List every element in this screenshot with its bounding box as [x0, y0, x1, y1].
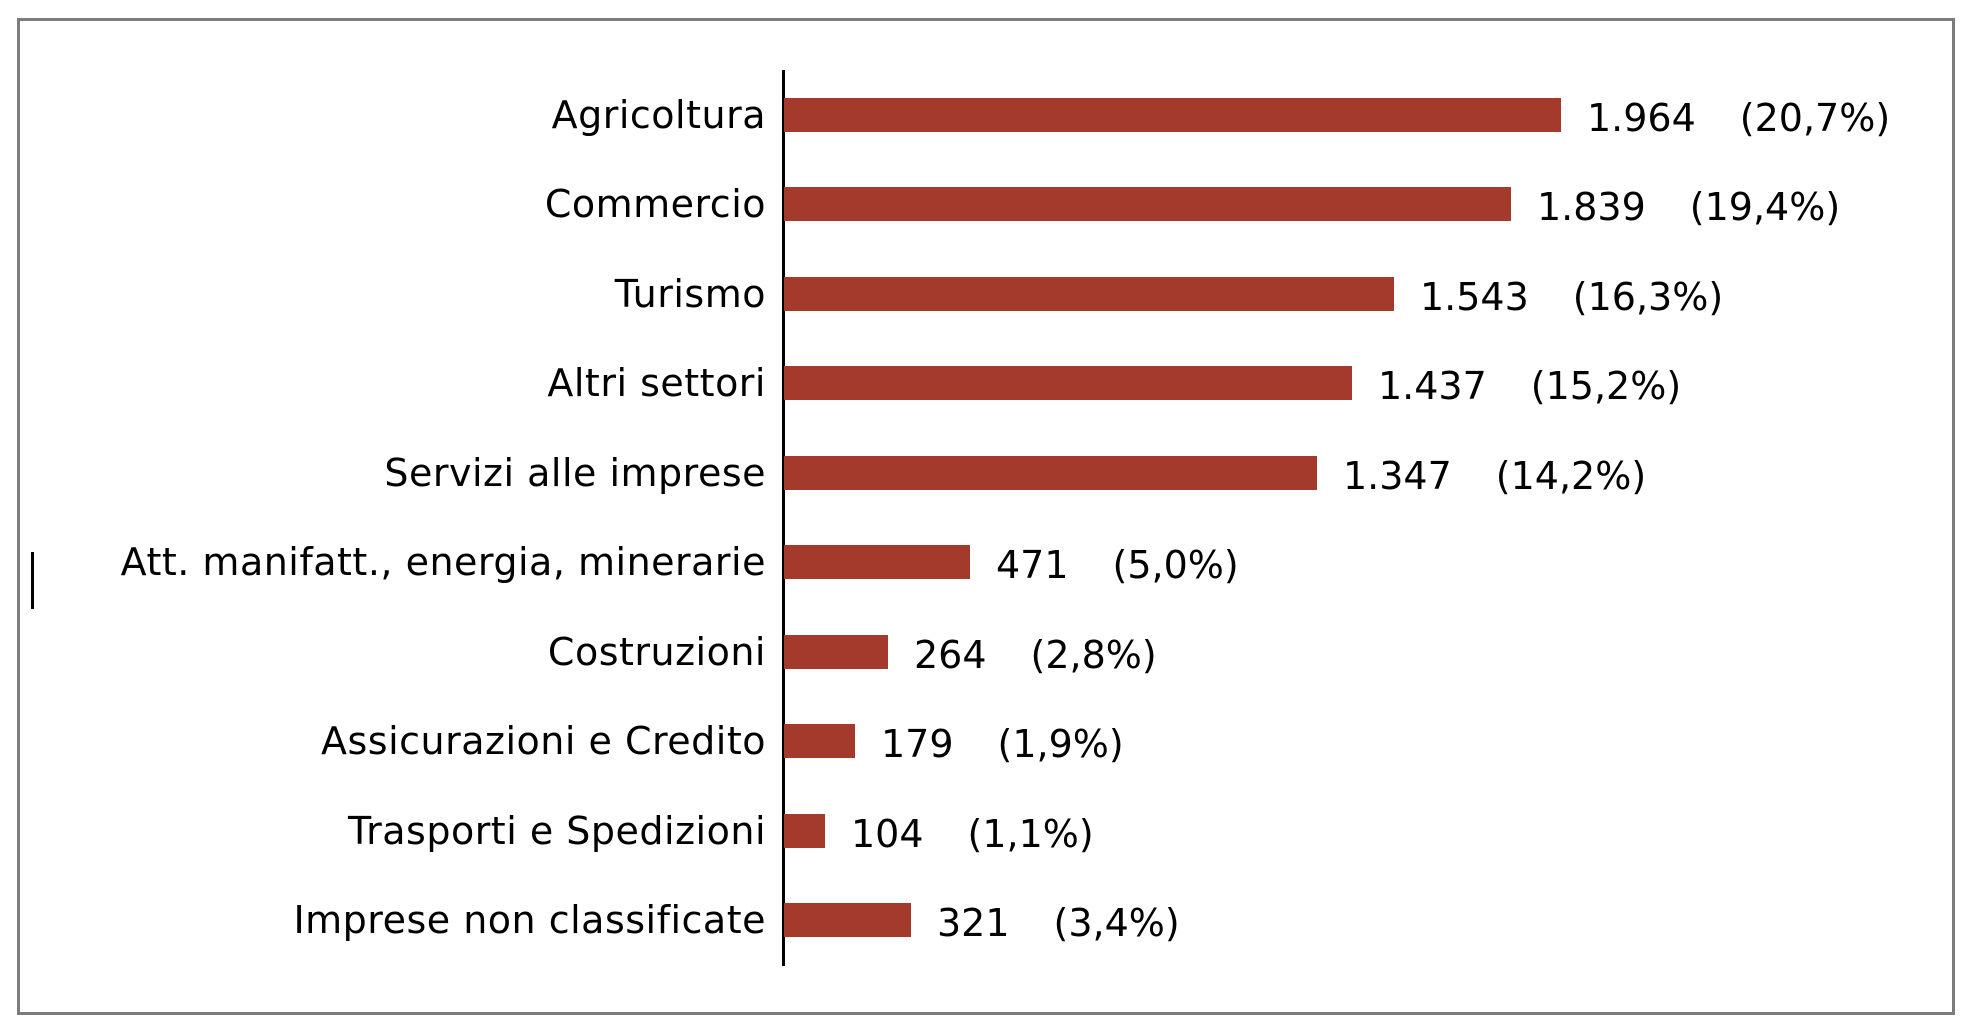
chart-row: Costruzioni 264 (2,8%) — [20, 607, 1952, 697]
percentage-label: (5,0%) — [1112, 543, 1239, 588]
percentage-label: (14,2%) — [1495, 453, 1647, 498]
value-label: 321 — [937, 901, 1010, 946]
value-label: 264 — [914, 632, 987, 677]
chart-row: Att. manifatt., energia, minerarie 471 (… — [20, 518, 1952, 608]
chart-row: Turismo 1.543 (16,3%) — [20, 249, 1952, 339]
percentage-label: (1,1%) — [967, 811, 1094, 856]
bar — [784, 187, 1511, 222]
bar — [784, 813, 825, 848]
category-axis-line — [782, 70, 785, 966]
value-label: 1.543 — [1420, 274, 1529, 319]
bar — [784, 455, 1317, 490]
chart-row: Trasporti e Spedizioni 104 (1,1%) — [20, 786, 1952, 876]
value-label: 179 — [881, 722, 954, 767]
percentage-label: (1,9%) — [997, 722, 1124, 767]
bar — [784, 97, 1561, 132]
value-label: 1.964 — [1587, 95, 1696, 140]
percentage-label: (19,4%) — [1689, 185, 1841, 230]
category-label: Altri settori — [547, 361, 766, 406]
category-label: Imprese non classificate — [293, 898, 766, 943]
chart-frame: Agricoltura 1.964 (20,7%) Commercio 1.83… — [17, 18, 1955, 1015]
bar-rows: Agricoltura 1.964 (20,7%) Commercio 1.83… — [20, 70, 1952, 965]
value-label: 104 — [851, 811, 924, 856]
percentage-label: (16,3%) — [1572, 274, 1724, 319]
chart-row: Imprese non classificate 321 (3,4%) — [20, 876, 1952, 966]
percentage-label: (3,4%) — [1053, 901, 1180, 946]
bar — [784, 545, 970, 580]
category-label: Servizi alle imprese — [384, 450, 766, 495]
bar — [784, 276, 1394, 311]
chart-row: Commercio 1.839 (19,4%) — [20, 160, 1952, 250]
percentage-label: (2,8%) — [1030, 632, 1157, 677]
bar — [784, 724, 855, 759]
bar — [784, 634, 888, 669]
percentage-label: (15,2%) — [1530, 364, 1682, 409]
category-label: Commercio — [544, 182, 766, 227]
value-label: 1.347 — [1343, 453, 1452, 498]
category-label: Costruzioni — [547, 629, 766, 674]
category-label: Assicurazioni e Credito — [321, 719, 766, 764]
stray-tick-mark — [31, 552, 34, 609]
chart-row: Agricoltura 1.964 (20,7%) — [20, 70, 1952, 160]
bar — [784, 903, 911, 938]
category-label: Turismo — [614, 271, 766, 316]
chart-row: Assicurazioni e Credito 179 (1,9%) — [20, 697, 1952, 787]
value-label: 1.437 — [1378, 364, 1487, 409]
percentage-label: (20,7%) — [1739, 95, 1891, 140]
chart-row: Servizi alle imprese 1.347 (14,2%) — [20, 428, 1952, 518]
bar — [784, 366, 1352, 401]
chart-row: Altri settori 1.437 (15,2%) — [20, 339, 1952, 429]
category-label: Att. manifatt., energia, minerarie — [120, 540, 766, 585]
category-label: Trasporti e Spedizioni — [347, 808, 766, 853]
value-label: 1.839 — [1537, 185, 1646, 230]
category-label: Agricoltura — [551, 92, 766, 137]
value-label: 471 — [996, 543, 1069, 588]
